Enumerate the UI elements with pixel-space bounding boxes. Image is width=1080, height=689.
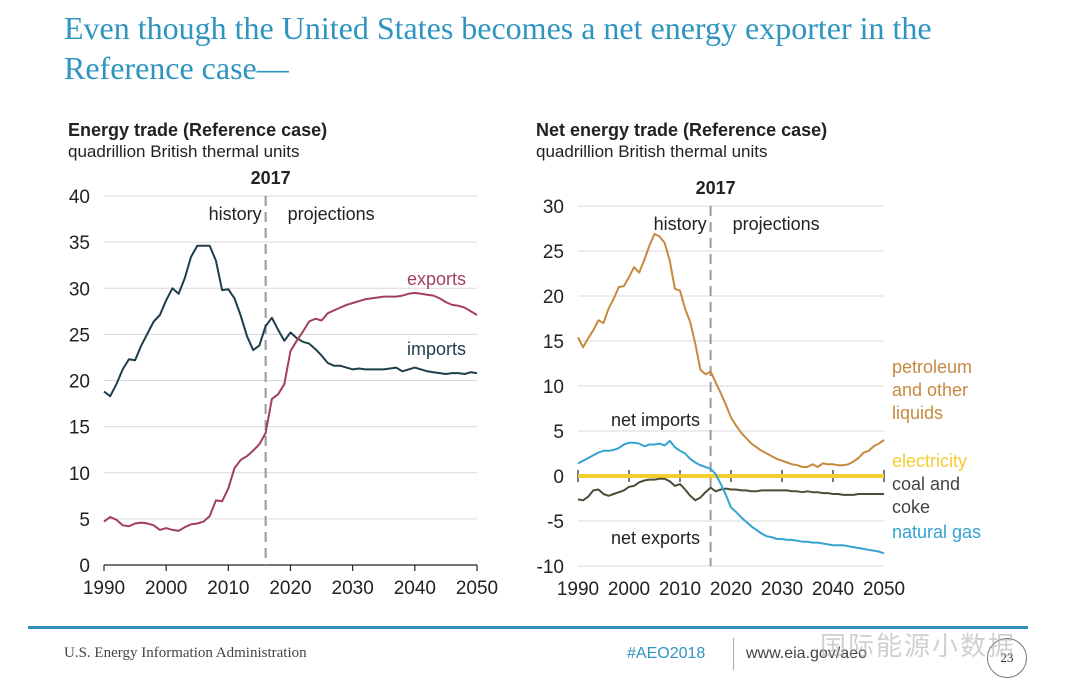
energy-trade-chart: 0 5 10 15 20 25 30 35 40 1990 2000 2010 2020 2030 2040… [69, 168, 498, 599]
y-tick-label: 25 [69, 325, 90, 346]
y-tick-label: 10 [69, 464, 90, 485]
x-tick-label: 2010 [207, 578, 249, 599]
y-tick-label: 0 [553, 467, 564, 488]
projections-label: projections [288, 204, 375, 224]
x-tick-label: 2010 [659, 579, 701, 600]
series-line-natural-gas [577, 439, 885, 555]
left-chart-header: Energy trade (Reference case) quadrillio… [68, 119, 327, 163]
page-number: 23 [987, 638, 1027, 678]
footer-agency: U.S. Energy Information Administration [64, 645, 307, 661]
x-tick-label: 2030 [761, 579, 803, 600]
y-tick-label: 0 [79, 556, 90, 577]
series-label-natural-gas: natural gas [892, 522, 981, 542]
y-tick-label: -10 [537, 557, 564, 578]
series-label-electricity: electricity [892, 451, 967, 471]
y-tick-label: 35 [69, 233, 90, 254]
right-chart-title: Net energy trade (Reference case) [536, 120, 828, 140]
series-label-exports: exports [407, 269, 466, 289]
y-tick-label: 25 [543, 242, 564, 263]
x-tick-label: 1990 [557, 579, 599, 600]
x-tick-label: 2040 [394, 578, 436, 599]
y-tick-label: 40 [69, 187, 90, 208]
history-label: history [654, 214, 707, 234]
footer-hashtag[interactable]: #AEO2018 [627, 645, 706, 662]
x-tick-label: 2000 [145, 578, 187, 599]
divider-year-label: 2017 [696, 178, 736, 198]
y-tick-label: 30 [543, 197, 564, 218]
series-label-imports: imports [407, 339, 466, 359]
x-tick-label: 2020 [710, 579, 752, 600]
y-tick-label: 20 [543, 287, 564, 308]
y-tick-label: -5 [547, 512, 564, 533]
y-tick-label: 20 [69, 372, 90, 393]
footer-separator [733, 638, 734, 670]
divider-year-label: 2017 [251, 168, 291, 188]
history-label: history [209, 204, 262, 224]
left-chart-subtitle: quadrillion British thermal units [68, 142, 300, 161]
series-line-exports [103, 291, 478, 532]
y-tick-label: 5 [79, 510, 90, 531]
x-tick-label: 2050 [863, 579, 905, 600]
projections-label: projections [733, 214, 820, 234]
right-chart-header: Net energy trade (Reference case) quadri… [536, 119, 827, 163]
series-label-coal-and-coke: coal and [892, 474, 960, 494]
annotation-net-exports: net exports [611, 528, 700, 548]
right-chart-subtitle: quadrillion British thermal units [536, 142, 768, 161]
x-tick-label: 2020 [269, 578, 311, 599]
x-tick-label: 2050 [456, 578, 498, 599]
net-energy-trade-chart: -10 -5 0 5 10 15 20 25 30 1990 2000 2010 2020 2030 204… [537, 178, 982, 600]
watermark-text: 国际能源小数据 [820, 631, 1017, 661]
y-tick-label: 5 [553, 422, 564, 443]
series-label-coal-and-coke: coke [892, 497, 930, 517]
left-chart-title: Energy trade (Reference case) [68, 120, 328, 140]
y-tick-label: 10 [543, 377, 564, 398]
series-line-imports [103, 244, 478, 398]
series-line-coal-and-coke [577, 477, 884, 502]
y-tick-label: 15 [69, 418, 90, 439]
slide-title: Even though the United States becomes a … [64, 10, 932, 86]
x-tick-label: 1990 [83, 578, 125, 599]
y-tick-label: 30 [69, 279, 90, 300]
series-label-petroleum-and-other-liquids: liquids [892, 403, 943, 423]
series-line-petroleum-and-other-liquids [577, 232, 885, 468]
x-tick-label: 2030 [332, 578, 374, 599]
footer-rule [28, 626, 1028, 629]
series-label-petroleum-and-other-liquids: and other [892, 380, 968, 400]
footer-url-link[interactable]: www.eia.gov/aeo [746, 645, 867, 662]
series-label-petroleum-and-other-liquids: petroleum [892, 357, 972, 377]
x-tick-label: 2000 [608, 579, 650, 600]
x-tick-label: 2040 [812, 579, 854, 600]
y-tick-label: 15 [543, 332, 564, 353]
annotation-net-imports: net imports [611, 410, 700, 430]
